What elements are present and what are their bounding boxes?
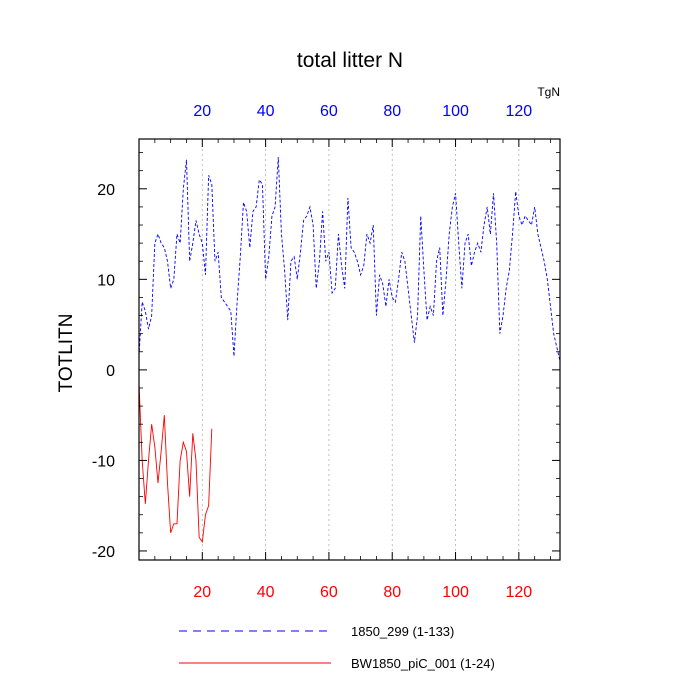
series-line-2 <box>138 383 213 544</box>
x-tick-label-bottom-40: 40 <box>257 584 275 601</box>
x-tick-label-bottom-20: 20 <box>193 584 211 601</box>
chart-title: total litter N <box>297 49 403 72</box>
y-axis-label: TOTLITN <box>56 314 77 393</box>
x-gridlines <box>201 139 520 560</box>
series-layer <box>138 157 561 544</box>
y-tick-label-0: 0 <box>106 363 115 380</box>
x-tick-label-top-120: 120 <box>505 103 532 120</box>
y-tick-label--20: -20 <box>92 544 115 561</box>
x-tick-label-bottom-120: 120 <box>505 584 532 601</box>
units-label: TgN <box>537 85 560 99</box>
plot-frame <box>138 138 561 561</box>
x-tick-label-bottom-60: 60 <box>320 584 338 601</box>
y-tick-label-20: 20 <box>97 182 115 199</box>
x-tick-label-top-100: 100 <box>442 103 469 120</box>
legend-label-1: 1850_299 (1-133) <box>351 624 454 639</box>
series-line-1 <box>138 157 561 361</box>
x-tick-label-bottom-100: 100 <box>442 584 469 601</box>
y-tick-label--10: -10 <box>92 453 115 470</box>
axes: 20 20 40 40 60 60 80 80 100 100 120 120 -20 -10 0 10 20 <box>92 103 561 601</box>
x-tick-label-top-40: 40 <box>257 103 275 120</box>
y-tick-label-10: 10 <box>97 272 115 289</box>
legend: 1850_299 (1-133) BW1850_piC_001 (1-24) <box>179 624 495 671</box>
x-tick-label-top-60: 60 <box>320 103 338 120</box>
x-tick-label-top-80: 80 <box>383 103 401 120</box>
x-tick-label-bottom-80: 80 <box>383 584 401 601</box>
legend-label-2: BW1850_piC_001 (1-24) <box>351 656 495 671</box>
x-tick-label-top-20: 20 <box>193 103 211 120</box>
